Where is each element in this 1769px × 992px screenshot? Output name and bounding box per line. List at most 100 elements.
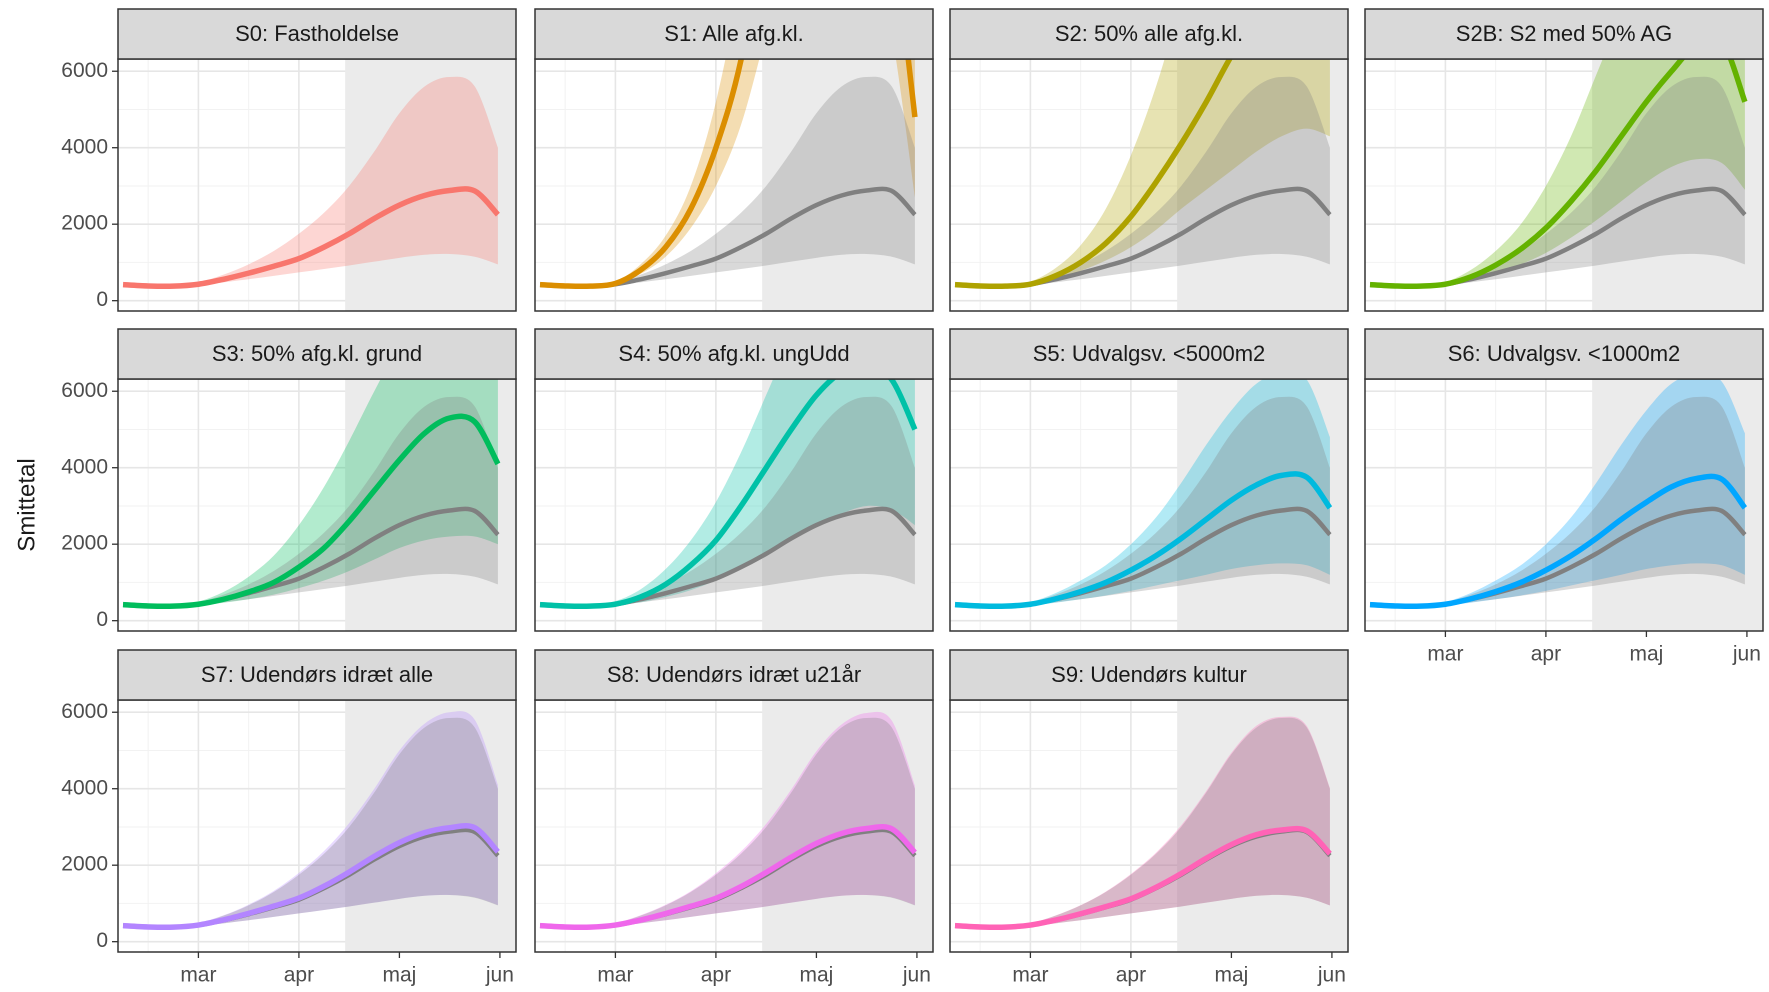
- strip: [1364, 8, 1764, 60]
- x-tick-label: apr: [1116, 964, 1146, 987]
- confidence-band: [123, 717, 498, 928]
- strip: [117, 8, 517, 60]
- x-tick-label: jun: [485, 964, 514, 987]
- x-tick-label: apr: [701, 964, 731, 987]
- x-tick-label: apr: [284, 964, 314, 987]
- confidence-band: [955, 396, 1330, 607]
- line: [954, 471, 1333, 610]
- confidence-band: [540, 711, 915, 928]
- highlight-region: [345, 59, 516, 311]
- plot-area: [539, 59, 918, 290]
- x-tick-label: maj: [1214, 964, 1248, 987]
- line: [122, 822, 500, 931]
- panel: S4: 50% afg.kl. ungUdd: [534, 328, 934, 632]
- highlight-region: [762, 700, 933, 952]
- line: [954, 825, 1332, 931]
- x-tick-label: mar: [1427, 643, 1463, 666]
- confidence-band: [123, 711, 498, 928]
- panel: S1: Alle afg.kl.: [534, 8, 934, 312]
- highlight-region: [345, 700, 516, 952]
- plot-area: [122, 379, 501, 610]
- plot-area: [122, 76, 500, 290]
- highlight-region: [1177, 379, 1348, 631]
- y-tick-label: 4000: [61, 455, 108, 478]
- line: [1369, 473, 1748, 610]
- x-tick-label: jun: [1317, 964, 1346, 987]
- strip: [1364, 328, 1764, 380]
- panel: S9: Udendørs kultur mar apr maj jun: [949, 649, 1349, 987]
- y-tick-label: 0: [96, 929, 108, 952]
- strip: [117, 649, 517, 701]
- strip: [949, 649, 1349, 701]
- line: [122, 413, 501, 610]
- y-tick-label: 6000: [61, 59, 108, 82]
- confidence-band: [540, 717, 915, 928]
- x-tick-label: mar: [1012, 964, 1048, 987]
- highlight-region: [762, 379, 933, 631]
- confidence-band: [1370, 396, 1745, 607]
- panel: S8: Udendørs idræt u21år mar apr maj jun: [534, 649, 934, 987]
- highlight-region: [1592, 59, 1763, 311]
- confidence-band: [955, 59, 1330, 287]
- highlight-region: [1592, 379, 1763, 631]
- confidence-band: [955, 76, 1330, 287]
- confidence-band: [955, 717, 1330, 928]
- line: [122, 186, 500, 290]
- strip: [949, 8, 1349, 60]
- y-tick-label: 4000: [61, 135, 108, 158]
- x-tick-label: maj: [382, 964, 416, 987]
- strip: [534, 8, 934, 60]
- confidence-band: [1370, 59, 1745, 287]
- plot-area: [1369, 379, 1748, 610]
- confidence-band: [955, 716, 1330, 928]
- y-axis-label: Smittetal: [13, 458, 40, 551]
- panel: S6: Udvalgsv. <1000m2 mar apr maj jun: [1364, 328, 1764, 666]
- line: [539, 59, 918, 290]
- x-tick-label: jun: [902, 964, 931, 987]
- x-tick-label: mar: [597, 964, 633, 987]
- y-tick-label: 4000: [61, 776, 108, 799]
- highlight-region: [1177, 700, 1348, 952]
- confidence-band: [540, 396, 915, 607]
- strip-title: S0: Fastholdelse: [235, 21, 399, 46]
- strip-title: S9: Udendørs kultur: [1051, 662, 1247, 687]
- strip-title: S7: Udendørs idræt alle: [201, 662, 433, 687]
- line: [1369, 59, 1748, 290]
- y-tick-label: 2000: [61, 212, 108, 235]
- panel: S5: Udvalgsv. <5000m2: [949, 328, 1349, 632]
- confidence-band: [123, 396, 498, 607]
- plot-area: [539, 711, 917, 931]
- panel: S3: 50% afg.kl. grund 0 2000 4000 6000: [61, 328, 517, 632]
- plot-area: [122, 711, 500, 931]
- highlight-region: [762, 59, 933, 311]
- panel: S0: Fastholdelse 0 2000 4000 6000: [61, 8, 517, 312]
- confidence-band: [540, 76, 915, 287]
- plot-area: [954, 59, 1332, 290]
- strip-title: S8: Udendørs idræt u21år: [607, 662, 861, 687]
- x-tick-label: apr: [1531, 643, 1561, 666]
- strip: [949, 328, 1349, 380]
- confidence-band: [123, 379, 498, 607]
- highlight-region: [345, 379, 516, 631]
- panel: S2: 50% alle afg.kl.: [949, 8, 1349, 312]
- line: [954, 59, 1233, 290]
- strip-title: S1: Alle afg.kl.: [664, 21, 803, 46]
- plot-area: [1369, 59, 1748, 290]
- confidence-band: [955, 379, 1330, 607]
- panel: S2B: S2 med 50% AG: [1364, 8, 1764, 312]
- x-tick-label: jun: [1732, 643, 1761, 666]
- y-tick-label: 6000: [61, 379, 108, 402]
- strip-title: S4: 50% afg.kl. ungUdd: [618, 341, 849, 366]
- strip: [534, 649, 934, 701]
- strip-title: S2B: S2 med 50% AG: [1456, 21, 1672, 46]
- strip-title: S3: 50% afg.kl. grund: [212, 341, 422, 366]
- plot-area: [954, 379, 1333, 610]
- x-tick-label: maj: [1629, 643, 1663, 666]
- y-tick-label: 6000: [61, 700, 108, 723]
- plot-area: [954, 716, 1332, 931]
- y-tick-label: 0: [96, 288, 108, 311]
- line: [539, 379, 918, 610]
- strip-title: S2: 50% alle afg.kl.: [1055, 21, 1243, 46]
- strip: [117, 328, 517, 380]
